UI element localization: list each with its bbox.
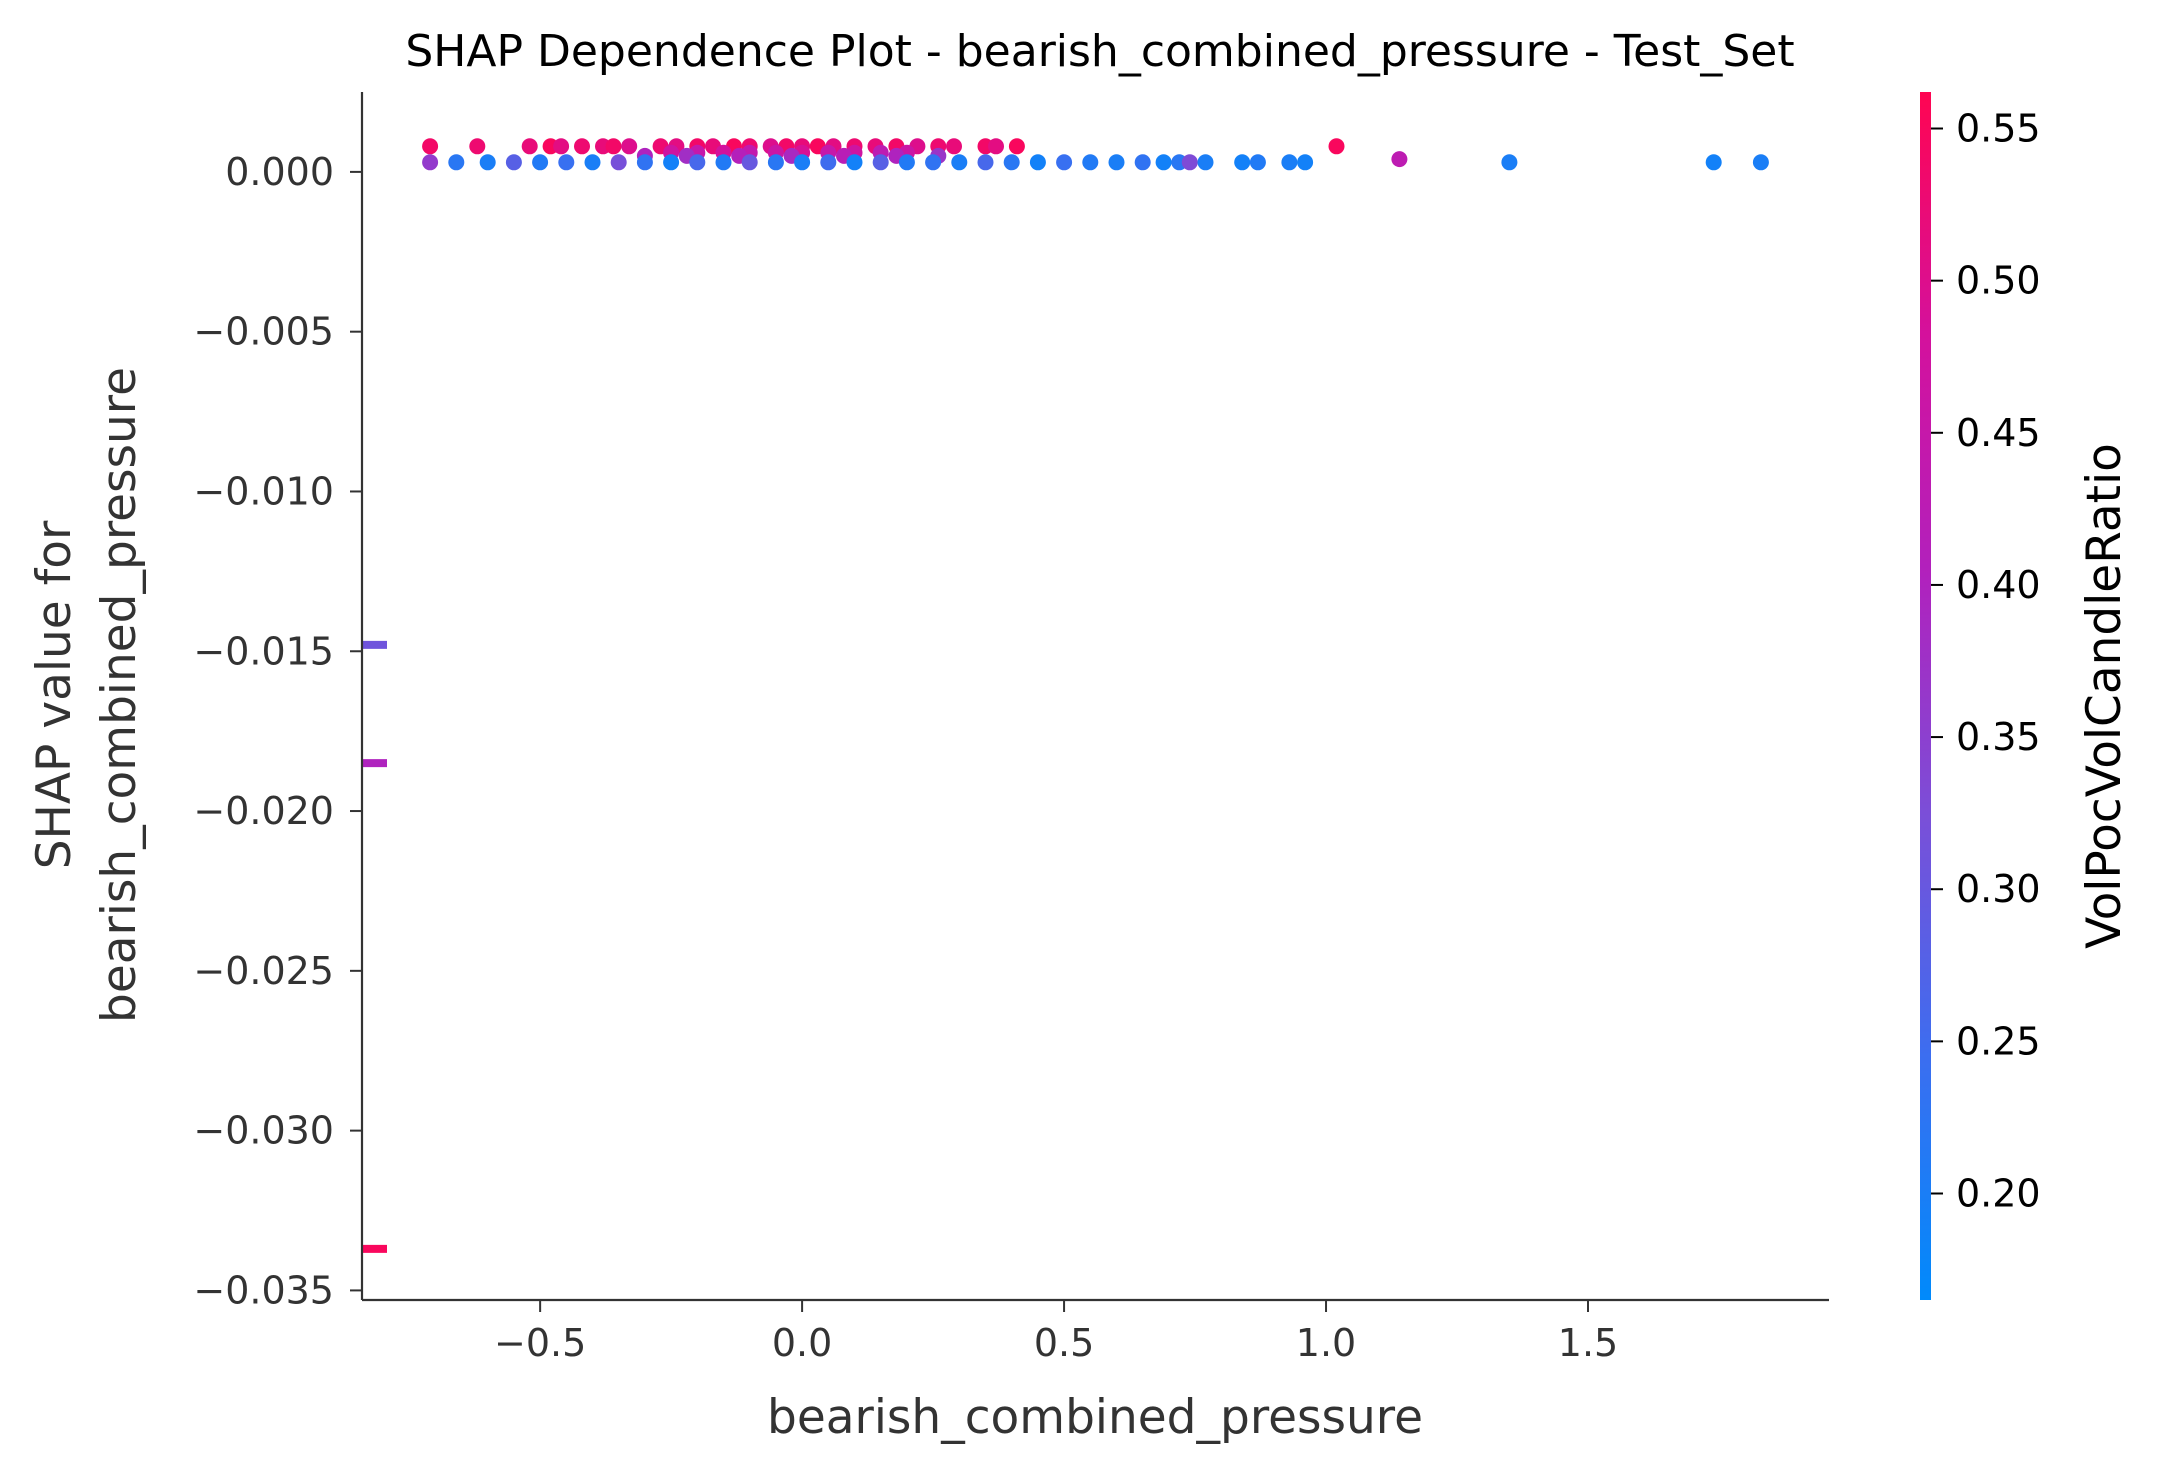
scatter-point-7 (605, 138, 622, 155)
x-tick-label-1: 0.0 (772, 1321, 832, 1365)
colorbar-tick-label-6: 0.50 (1956, 259, 2041, 303)
colorbar-tick-label-0: 0.20 (1956, 1172, 2041, 1216)
missing-value-markers (362, 640, 387, 1253)
y-tick-label-2: −0.010 (193, 469, 334, 513)
x-tick-label-4: 1.5 (1558, 1321, 1618, 1365)
x-axis-ticks: −0.5 0.0 0.5 1.0 1.5 (494, 1300, 1618, 1365)
y-tick-label-3: −0.015 (193, 629, 334, 673)
x-tick-label-2: 0.5 (1034, 1321, 1094, 1365)
colorbar-label: VolPocVolCandleRatio (2077, 443, 2132, 949)
scatter-point-70 (1003, 154, 1020, 171)
scatter-point-2 (521, 138, 538, 155)
scatter-point-65 (872, 154, 889, 171)
scatter-point-68 (951, 154, 968, 171)
colorbar-tick-label-2: 0.30 (1956, 867, 2041, 911)
x-axis-label: bearish_combined_pressure (767, 1390, 1423, 1445)
y-tick-label-5: −0.025 (193, 949, 334, 993)
scatter-point-74 (1108, 154, 1125, 171)
scatter-point-81 (1249, 154, 1266, 171)
scatter-point-62 (794, 154, 811, 171)
scatter-point-51 (505, 154, 522, 171)
y-tick-label-6: −0.030 (193, 1109, 334, 1153)
y-tick-label-0: 0.000 (225, 150, 334, 194)
scatter-point-60 (741, 154, 758, 171)
scatter-point-0 (422, 138, 439, 155)
colorbar-tick-label-7: 0.55 (1956, 107, 2041, 151)
scatter-point-50 (479, 154, 496, 171)
scatter-point-53 (558, 154, 575, 171)
scatter-point-85 (1705, 154, 1722, 171)
scatter-point-84 (1501, 154, 1518, 171)
scatter-point-25 (946, 138, 962, 155)
colorbar-ticks: 0.20 0.25 0.30 0.35 0.40 0.45 0.50 0.55 (1931, 107, 2041, 1216)
scatter-point-67 (925, 154, 942, 171)
scatter-point-72 (1056, 154, 1073, 171)
scatter-point-55 (610, 154, 627, 171)
y-axis-label-line-2: bearish_combined_pressure (92, 367, 147, 1023)
scatter-point-48 (422, 154, 439, 171)
colorbar-tick-label-3: 0.35 (1956, 715, 2041, 759)
scatter-point-59 (715, 154, 732, 171)
scatter-point-29 (1328, 138, 1345, 155)
colorbar-tick-label-1: 0.25 (1956, 1019, 2041, 1063)
scatter-point-54 (584, 154, 601, 171)
scatter-point-86 (1752, 154, 1769, 171)
scatter-point-82 (1281, 154, 1298, 171)
scatter-point-80 (1234, 154, 1251, 171)
scatter-point-69 (977, 154, 994, 171)
scatter-point-1 (469, 138, 486, 155)
scatter-point-58 (689, 154, 706, 171)
y-tick-label-4: −0.020 (193, 789, 334, 833)
scatter-point-83 (1297, 154, 1314, 171)
scatter-point-47 (1391, 151, 1408, 168)
scatter-point-64 (846, 154, 863, 171)
scatter-points (422, 138, 1769, 171)
scatter-point-61 (767, 154, 784, 171)
scatter-point-78 (1181, 154, 1198, 171)
scatter-point-49 (448, 154, 465, 171)
scatter-point-66 (898, 154, 915, 171)
scatter-point-75 (1134, 154, 1151, 171)
colorbar (1920, 92, 1931, 1300)
y-axis-label: SHAP value for bearish_combined_pressure (27, 367, 147, 1023)
scatter-point-52 (532, 154, 549, 171)
scatter-point-56 (636, 154, 653, 171)
scatter-point-71 (1029, 154, 1046, 171)
scatter-point-79 (1197, 154, 1214, 171)
scatter-point-28 (1008, 138, 1025, 155)
colorbar-tick-label-5: 0.45 (1956, 411, 2041, 455)
scatter-point-63 (820, 154, 837, 171)
x-tick-label-3: 1.0 (1296, 1321, 1356, 1365)
scatter-point-73 (1082, 154, 1099, 171)
y-tick-label-1: −0.005 (193, 310, 334, 354)
x-tick-label-0: −0.5 (494, 1321, 586, 1365)
scatter-point-76 (1155, 154, 1172, 171)
scatter-point-27 (988, 138, 1004, 155)
y-tick-label-7: −0.035 (193, 1268, 334, 1312)
y-axis-ticks: 0.000 −0.005 −0.010 −0.015 −0.020 −0.025 −0.03… (193, 150, 362, 1312)
chart-title: SHAP Dependence Plot - bearish_combined_… (405, 26, 1794, 77)
scatter-point-4 (553, 138, 570, 155)
scatter-point-8 (621, 138, 638, 155)
scatter-point-57 (663, 154, 680, 171)
y-axis-label-line-1: SHAP value for (27, 520, 82, 869)
scatter-point-5 (574, 138, 590, 155)
colorbar-tick-label-4: 0.40 (1956, 563, 2041, 607)
